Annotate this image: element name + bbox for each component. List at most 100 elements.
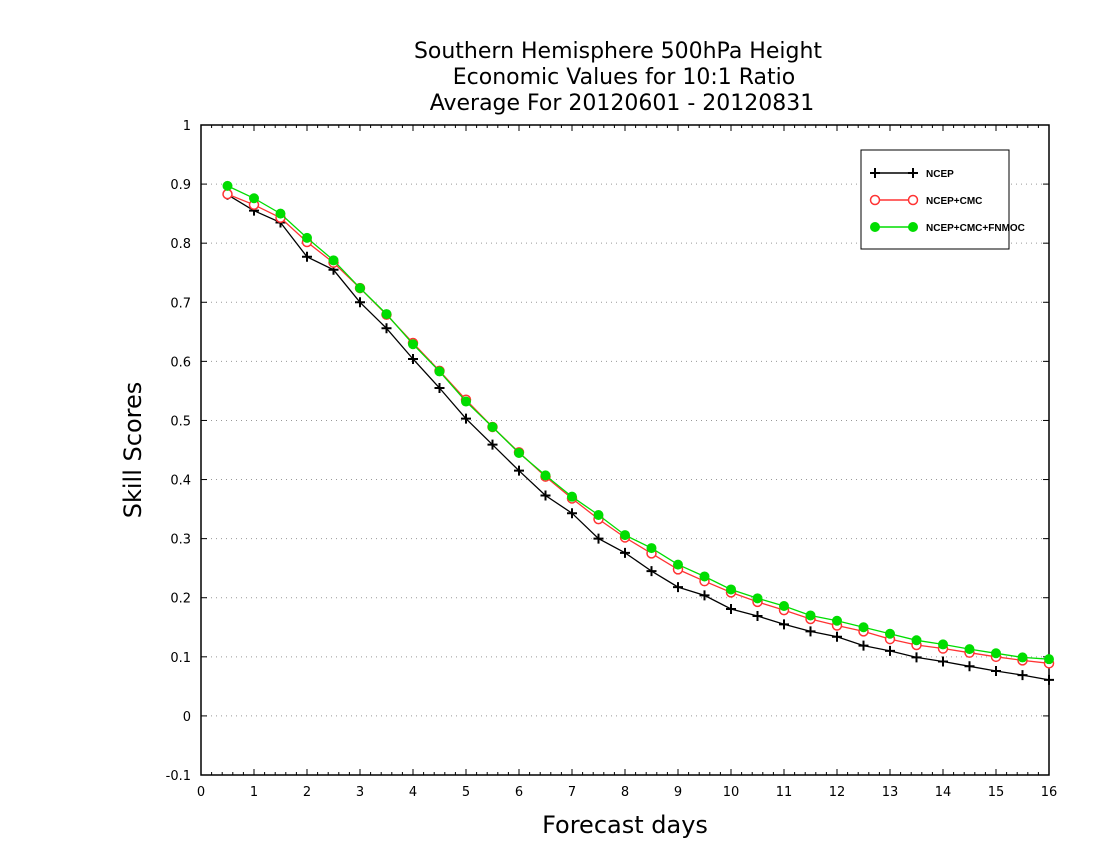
x-tick-label: 15 [988,785,1005,800]
data-point-ncep [567,508,577,519]
data-point-ncep-cmc-fnmoc [726,584,736,595]
data-point-ncep [514,465,524,476]
data-point-ncep [1017,670,1028,681]
x-tick-label: 6 [515,785,523,800]
data-point-ncep-cmc-fnmoc [275,208,286,219]
data-point-ncep-cmc-fnmoc [408,339,418,350]
series-line-ncep-cmc [227,193,1050,664]
y-tick-label: 0.8 [170,237,191,252]
x-tick-label: 2 [303,785,311,800]
legend-item-ncep-cmc-fnmoc: NCEP+CMC+FNMOC [870,222,1025,234]
data-point-ncep-cmc-fnmoc [964,644,975,655]
data-point-ncep-cmc-fnmoc [461,396,471,407]
grid [201,183,1049,717]
data-point-ncep [699,590,710,601]
data-point-ncep-cmc-fnmoc [673,559,683,570]
x-tick-label: 8 [621,785,629,800]
y-tick-label: 0.9 [170,178,191,193]
data-point-ncep-cmc-fnmoc [593,510,604,520]
data-point-ncep [964,661,975,672]
data-point-ncep [487,439,498,450]
data-point-ncep [408,354,418,364]
x-tick-label: 3 [356,785,364,800]
legend-marker [870,222,880,232]
data-point-ncep [302,251,312,262]
data-point-ncep [593,533,604,544]
data-point-ncep-cmc-fnmoc [832,615,842,626]
data-point-ncep-cmc-fnmoc [646,543,657,554]
data-point-ncep-cmc-fnmoc [514,447,524,458]
data-point-ncep-cmc-fnmoc [779,601,789,611]
series-ncep [222,189,1054,685]
x-tick-label: 5 [462,785,470,800]
data-point-ncep [434,382,445,393]
data-point-ncep [779,619,789,630]
x-axis-label: Forecast days [542,811,708,839]
legend-marker [869,194,881,206]
data-point-ncep-cmc-fnmoc [858,622,869,633]
x-axis-ticks: 0 1 2 3 4 5 6 7 8 9 10 11 12 13 14 15 16 [197,125,1057,800]
data-point-ncep [355,297,365,308]
x-tick-label: 7 [568,785,576,800]
data-point-ncep [805,626,816,637]
x-tick-label: 13 [882,785,899,800]
data-point-ncep [673,582,683,593]
data-point-ncep-cmc-fnmoc [1017,652,1028,663]
data-point-ncep [885,645,895,656]
y-tick-label: 0.4 [170,474,191,489]
x-tick-label: 16 [1041,785,1058,800]
y-tick-label: 0 [183,710,191,725]
data-point-ncep-cmc-fnmoc [302,232,312,243]
data-point-ncep-cmc-fnmoc [222,180,233,191]
x-tick-label: 1 [250,785,258,800]
series-ncep-cmc [222,188,1055,669]
data-point-ncep [911,652,922,663]
series-line-ncep-cmc-fnmoc [227,185,1050,660]
data-point-ncep-cmc-fnmoc [355,283,365,294]
data-point-ncep-cmc [222,188,233,200]
y-tick-label: 0.6 [170,355,191,370]
series-layer [222,180,1055,685]
legend-label: NCEP [926,169,954,180]
data-point-ncep [752,611,763,622]
data-point-ncep [832,631,842,642]
data-point-ncep-cmc-fnmoc [381,309,392,320]
data-point-ncep-cmc-fnmoc [938,639,948,650]
chart-title-line-3: Average For 20120601 - 20120831 [430,91,815,116]
data-point-ncep-cmc-fnmoc [991,648,1001,659]
chart-title-line-1: Southern Hemisphere 500hPa Height [414,39,822,64]
data-point-ncep-cmc-fnmoc [487,421,498,432]
y-tick-label: 0.2 [170,592,191,607]
x-tick-label: 0 [197,785,205,800]
data-point-ncep-cmc-fnmoc [434,366,445,377]
data-point-ncep [726,603,736,614]
x-tick-label: 10 [723,785,740,800]
y-tick-label: 0.3 [170,533,191,548]
legend-label: NCEP+CMC+FNMOC [926,223,1025,234]
chart-title-line-2: Economic Values for 10:1 Ratio [453,65,795,90]
y-tick-label: -0.1 [166,769,191,784]
data-point-ncep-cmc-fnmoc [1044,654,1054,665]
data-point-ncep [938,656,948,667]
data-point-ncep [991,666,1001,676]
x-tick-label: 14 [935,785,952,800]
data-point-ncep [646,566,657,577]
data-point-ncep-cmc-fnmoc [620,530,630,541]
legend-marker [908,222,918,232]
data-point-ncep-cmc-fnmoc [567,491,577,502]
y-tick-label: 0.7 [170,296,191,311]
data-point-ncep-cmc-fnmoc [540,470,551,481]
legend-label: NCEP+CMC [926,196,982,207]
y-tick-label: 0.5 [170,414,191,429]
legend-marker [907,194,919,206]
y-axis-ticks: -0.1 0 0.1 0.2 0.3 0.4 0.5 0.6 0.7 0.8 0.9 1 [166,119,1049,784]
data-point-ncep-cmc-fnmoc [752,593,763,604]
y-tick-label: 0.1 [170,651,191,666]
data-point-ncep-cmc-fnmoc [328,255,339,266]
data-point-ncep [620,547,630,558]
data-point-ncep-cmc-fnmoc [885,628,895,639]
y-tick-label: 1 [183,119,191,134]
legend-item-ncep-cmc: NCEP+CMC [869,194,982,207]
legend: NCEP NCEP+CMC NCEP+CMC+FNMOC [860,149,1025,250]
